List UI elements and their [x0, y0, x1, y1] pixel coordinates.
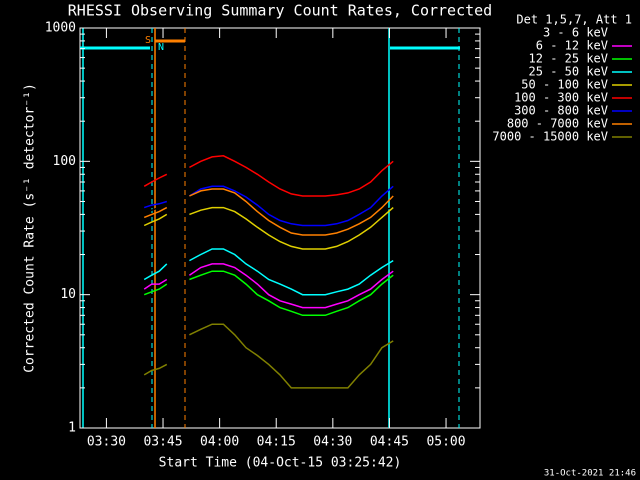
legend-label: 50 - 100 keV	[521, 78, 608, 92]
plot-frame	[79, 27, 481, 429]
x-axis-label: Start Time (04-Oct-15 03:25:42)	[159, 456, 402, 471]
legend-title: Det 1,5,7, Att 1	[516, 13, 632, 27]
legend-label: 6 - 12 keV	[536, 39, 608, 53]
legend-label: 100 - 300 keV	[514, 91, 608, 105]
series-line	[143, 270, 394, 317]
series-line	[143, 323, 394, 389]
x-tick-label: 04:00	[200, 435, 239, 450]
legend-label: 12 - 25 keV	[529, 52, 608, 66]
x-tick-label: 04:45	[370, 435, 409, 450]
legend-label: 25 - 50 keV	[529, 65, 608, 79]
y-tick-label: 100	[53, 154, 76, 169]
footer: 31-Oct-2021 21:46	[544, 469, 636, 479]
legend-label: 3 - 6 keV	[543, 26, 608, 40]
series-line	[143, 206, 394, 250]
x-tick-label: 03:45	[143, 435, 182, 450]
series-line	[143, 155, 394, 197]
y-tick-label: 1	[68, 421, 76, 436]
x-tick-label: 04:15	[257, 435, 296, 450]
annotation: S	[145, 35, 151, 46]
x-tick-label: 04:30	[313, 435, 352, 450]
x-tick-label: 03:30	[87, 435, 126, 450]
y-axis-label: Corrected Count Rate (s⁻¹ detector⁻¹)	[23, 83, 38, 373]
series-line	[143, 188, 394, 236]
series-line	[143, 263, 394, 309]
chart-title: RHESSI Observing Summary Count Rates, Co…	[68, 2, 492, 20]
y-tick-label: 1000	[45, 21, 76, 36]
legend-label: 300 - 800 keV	[514, 104, 608, 118]
series-line	[143, 248, 394, 296]
y-tick-label: 10	[60, 287, 76, 302]
annotation: N	[158, 42, 164, 53]
series-line	[143, 185, 394, 227]
legend-label: 800 - 7000 keV	[507, 117, 608, 131]
x-tick-label: 05:00	[426, 435, 465, 450]
legend-label: 7000 - 15000 keV	[492, 130, 608, 144]
